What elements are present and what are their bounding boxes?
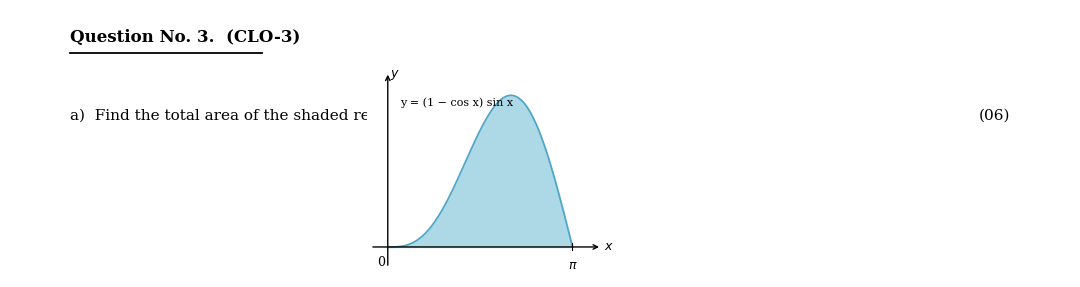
Text: $y$: $y$ — [390, 68, 400, 82]
Text: $x$: $x$ — [604, 241, 615, 253]
Text: y = (1 − cos x) sin x: y = (1 − cos x) sin x — [400, 98, 513, 108]
Text: Question No. 3.  (CLO-3): Question No. 3. (CLO-3) — [70, 29, 300, 46]
Text: (06): (06) — [978, 109, 1010, 123]
Text: $\pi$: $\pi$ — [568, 259, 578, 272]
Text: 0: 0 — [377, 256, 384, 269]
Text: a)  Find the total area of the shaded region.: a) Find the total area of the shaded reg… — [70, 109, 408, 123]
